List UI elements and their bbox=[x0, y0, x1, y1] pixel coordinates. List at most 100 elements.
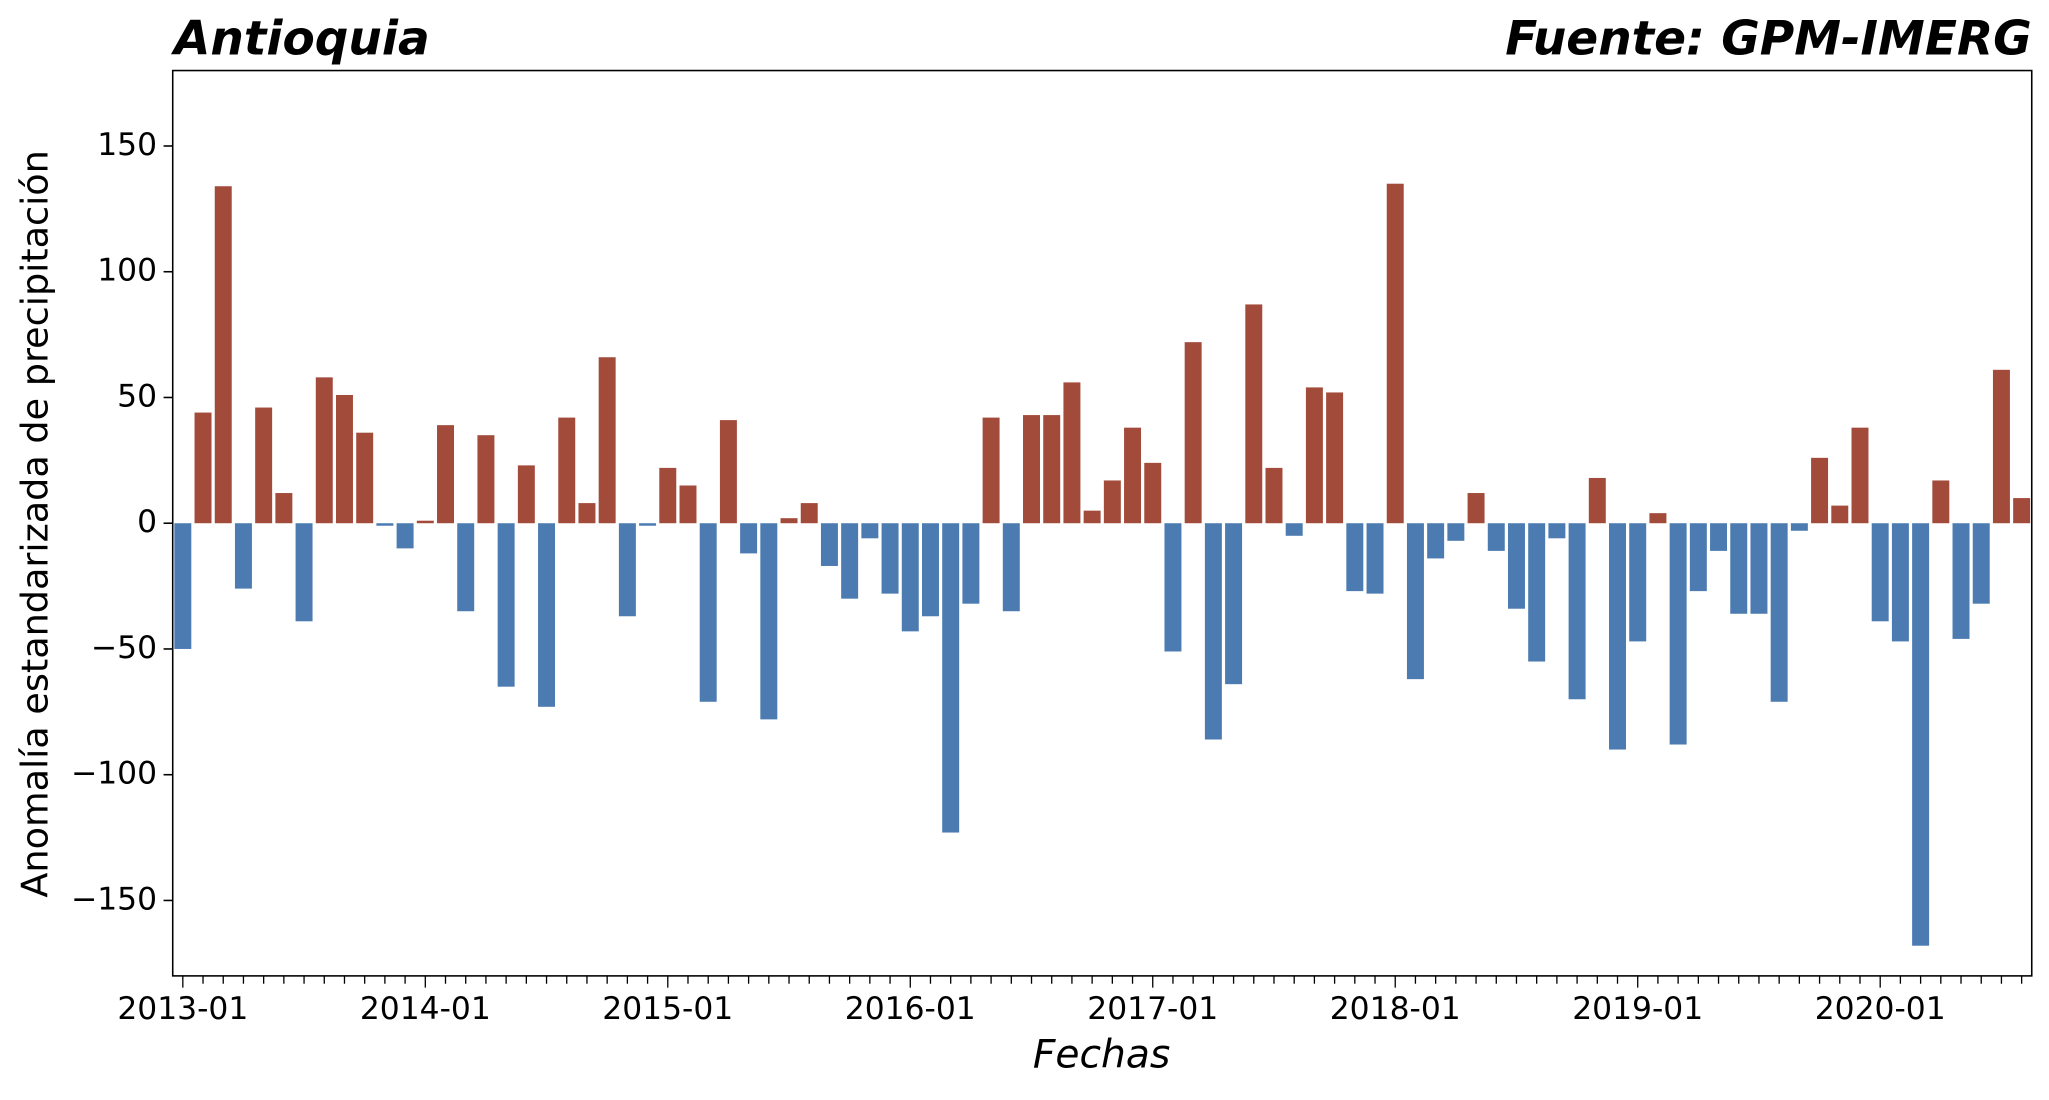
bar bbox=[1710, 523, 1728, 551]
x-tick-label: 2017-01 bbox=[1087, 991, 1218, 1027]
bar bbox=[1467, 493, 1485, 524]
bar bbox=[841, 523, 859, 599]
x-tick-label: 2020-01 bbox=[1815, 991, 1946, 1027]
bar bbox=[335, 394, 353, 524]
bar bbox=[1043, 415, 1061, 524]
bar bbox=[1992, 369, 2010, 524]
bar bbox=[1225, 523, 1243, 685]
bar bbox=[1669, 523, 1687, 745]
bar bbox=[1083, 510, 1101, 524]
bar bbox=[1305, 387, 1323, 524]
bar bbox=[1811, 457, 1829, 524]
y-tick-label: −50 bbox=[91, 630, 157, 666]
bar bbox=[699, 523, 717, 702]
bar bbox=[194, 412, 212, 524]
chart-title: Antioquia bbox=[170, 11, 430, 66]
bar bbox=[639, 523, 657, 526]
bar bbox=[1366, 523, 1384, 594]
bar bbox=[659, 467, 677, 524]
bar bbox=[1204, 523, 1222, 740]
bar bbox=[1629, 523, 1647, 642]
bar bbox=[1164, 523, 1182, 652]
bar bbox=[1265, 467, 1283, 524]
x-tick-label: 2014-01 bbox=[360, 991, 491, 1027]
y-tick-label: 100 bbox=[97, 253, 157, 289]
x-tick-label: 2013-01 bbox=[117, 991, 248, 1027]
bar bbox=[1326, 392, 1344, 524]
bar bbox=[1871, 523, 1889, 622]
bar bbox=[942, 523, 960, 833]
bar bbox=[901, 523, 919, 632]
y-tick-label: 150 bbox=[97, 127, 157, 163]
bar bbox=[578, 503, 596, 524]
bar bbox=[1245, 304, 1263, 524]
bar bbox=[719, 420, 737, 524]
bar bbox=[1103, 480, 1121, 524]
bar bbox=[174, 523, 192, 649]
bar bbox=[2013, 498, 2031, 524]
bar bbox=[1689, 523, 1707, 592]
x-tick-label: 2016-01 bbox=[845, 991, 976, 1027]
bar bbox=[376, 523, 394, 526]
bar bbox=[921, 523, 939, 617]
x-axis-label: Fechas bbox=[1033, 1032, 1170, 1077]
bar bbox=[558, 417, 576, 524]
bar bbox=[1609, 523, 1626, 750]
bar bbox=[1285, 523, 1303, 536]
bar bbox=[1487, 523, 1505, 551]
bar bbox=[1952, 523, 1970, 639]
bar bbox=[598, 357, 616, 524]
bar bbox=[982, 417, 1000, 524]
bar bbox=[1406, 523, 1424, 680]
bar bbox=[780, 518, 798, 524]
bar bbox=[1063, 382, 1081, 524]
bar bbox=[1770, 523, 1788, 702]
bar bbox=[962, 523, 980, 604]
bar bbox=[1184, 342, 1202, 524]
bar bbox=[538, 523, 556, 707]
bar bbox=[1790, 523, 1808, 531]
bar bbox=[1972, 523, 1990, 604]
bar bbox=[1891, 523, 1909, 642]
plot-frame bbox=[171, 69, 2033, 977]
bar bbox=[1507, 523, 1525, 609]
bar bbox=[234, 523, 252, 589]
bar bbox=[1932, 480, 1950, 524]
bar bbox=[679, 485, 697, 524]
bar bbox=[1912, 523, 1930, 946]
x-tick-label: 2018-01 bbox=[1330, 991, 1461, 1027]
chart-source: Fuente: GPM-IMERG bbox=[1505, 11, 2032, 66]
x-tick-label: 2019-01 bbox=[1572, 991, 1703, 1027]
bar bbox=[255, 407, 273, 524]
bar bbox=[881, 523, 899, 594]
bar bbox=[477, 435, 495, 524]
bar bbox=[497, 523, 515, 687]
bar bbox=[1447, 523, 1465, 541]
bar bbox=[396, 523, 414, 549]
bar bbox=[457, 523, 475, 612]
bar bbox=[295, 523, 313, 622]
y-tick-label: 0 bbox=[137, 504, 157, 540]
bar bbox=[1386, 183, 1404, 524]
bar bbox=[1649, 513, 1667, 524]
bar bbox=[1023, 415, 1040, 524]
bar bbox=[1750, 523, 1768, 614]
bar bbox=[760, 523, 778, 720]
bar bbox=[1346, 523, 1364, 592]
bar bbox=[1831, 505, 1849, 524]
y-tick-label: −100 bbox=[71, 756, 157, 792]
y-tick-label: −150 bbox=[71, 881, 157, 917]
bar bbox=[861, 523, 879, 539]
bar bbox=[740, 523, 758, 554]
bar bbox=[416, 520, 434, 524]
bar bbox=[1144, 462, 1162, 524]
y-tick-label: 50 bbox=[117, 378, 157, 414]
bar bbox=[1427, 523, 1445, 559]
bar bbox=[820, 523, 838, 566]
bar bbox=[1568, 523, 1586, 700]
bar bbox=[1528, 523, 1546, 662]
bar bbox=[1002, 523, 1020, 612]
bar bbox=[800, 503, 818, 524]
bar bbox=[618, 523, 636, 617]
